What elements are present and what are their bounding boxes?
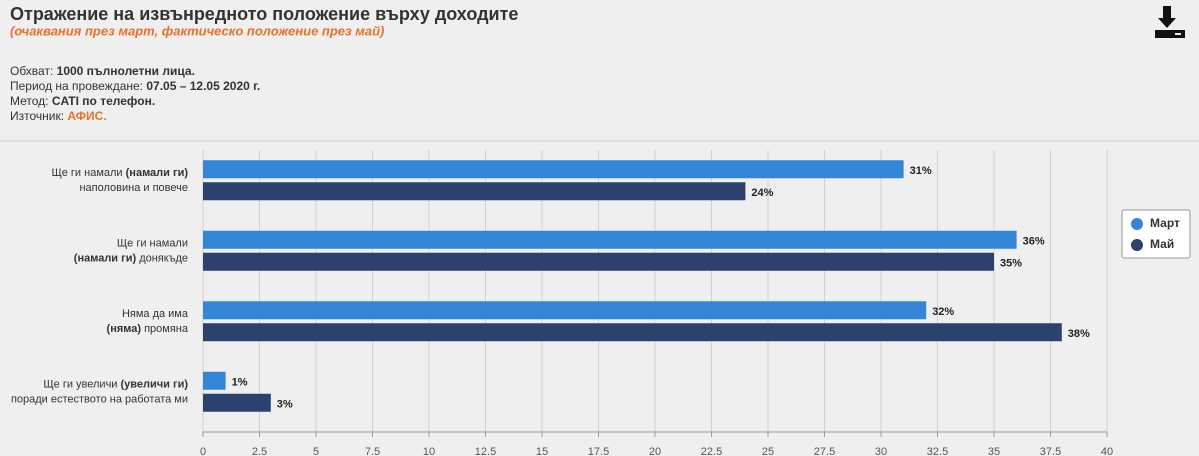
bar [203, 160, 904, 179]
x-tick-label: 10 [423, 446, 435, 456]
legend-label: Март [1150, 216, 1180, 230]
x-tick-label: 7.5 [365, 446, 380, 456]
x-tick-label: 12.5 [475, 446, 496, 456]
category-label: Ще ги увеличи (увеличи ги) [43, 378, 188, 390]
category-label-part: Ще ги увеличи [43, 378, 120, 390]
category-label: Ще ги намали (намали ги) [51, 167, 188, 179]
info-value: CATI по телефон. [52, 94, 155, 108]
bar [203, 301, 927, 320]
category-label: поради естеството на работата ми [11, 393, 188, 405]
value-label: 38% [1068, 328, 1090, 340]
info-line: Източник: АФИС. [10, 109, 107, 123]
info-label: Метод: [10, 94, 49, 108]
legend-marker [1131, 218, 1143, 230]
info-value: АФИС. [67, 109, 106, 123]
category-label-part: наполовина и повече [79, 182, 188, 194]
value-label: 32% [932, 306, 954, 318]
value-label: 1% [232, 377, 248, 389]
info-line: Обхват: 1000 пълнолетни лица. [10, 64, 195, 78]
info-line: Метод: CATI по телефон. [10, 94, 155, 108]
x-tick-label: 40 [1101, 446, 1113, 456]
bar [203, 393, 271, 412]
x-tick-label: 35 [988, 446, 1000, 456]
bar [203, 252, 994, 271]
category-label-part: (намали ги) [126, 167, 189, 179]
value-label: 24% [751, 187, 773, 199]
category-label-part: Няма да има [122, 308, 189, 320]
category-label-part: промяна [141, 323, 189, 335]
legend-label: Май [1150, 237, 1174, 251]
x-tick-label: 5 [313, 446, 319, 456]
x-tick-label: 20 [649, 446, 661, 456]
category-label-part: Ще ги намали [51, 167, 125, 179]
download-icon[interactable] [1155, 6, 1185, 38]
x-tick-label: 27.5 [814, 446, 835, 456]
legend-marker [1131, 239, 1143, 251]
value-label: 3% [277, 399, 293, 411]
info-value: 1000 пълнолетни лица. [57, 64, 195, 78]
info-value: 07.05 – 12.05 2020 г. [146, 79, 260, 93]
x-tick-label: 30 [875, 446, 887, 456]
category-label: (намали ги) донякъде [74, 252, 188, 264]
category-label-part: поради естеството на работата ми [11, 393, 188, 405]
bar [203, 323, 1062, 342]
bar [203, 371, 226, 390]
x-tick-label: 25 [762, 446, 774, 456]
category-label-part: (намали ги) [74, 252, 137, 264]
x-tick-label: 17.5 [588, 446, 609, 456]
chart-title: Отражение на извънредното положение върх… [10, 4, 518, 24]
category-label: (няма) промяна [107, 323, 189, 335]
value-label: 36% [1023, 236, 1045, 248]
x-tick-label: 32.5 [927, 446, 948, 456]
value-label: 35% [1000, 258, 1022, 270]
x-tick-label: 37.5 [1040, 446, 1061, 456]
bar [203, 182, 746, 201]
info-label: Обхват: [10, 64, 53, 78]
legend: Март Май [1121, 209, 1191, 259]
category-label-part: донякъде [136, 252, 188, 264]
x-tick-label: 0 [200, 446, 206, 456]
category-label-part: (увеличи ги) [121, 378, 189, 390]
category-label: Няма да има [122, 308, 189, 320]
info-label: Източник: [10, 109, 64, 123]
x-tick-label: 22.5 [701, 446, 722, 456]
value-label: 31% [910, 165, 932, 177]
chart-subtitle: (очаквания през март, фактическо положен… [10, 23, 384, 38]
bar [203, 230, 1017, 249]
category-label-part: Ще ги намали [117, 237, 188, 249]
info-label: Период на провеждане: [10, 79, 143, 93]
info-line: Период на провеждане: 07.05 – 12.05 2020… [10, 79, 260, 93]
category-label: наполовина и повече [79, 182, 188, 194]
category-label-part: (няма) [107, 323, 142, 335]
x-tick-label: 2.5 [252, 446, 267, 456]
category-label: Ще ги намали [117, 237, 188, 249]
x-tick-label: 15 [536, 446, 548, 456]
